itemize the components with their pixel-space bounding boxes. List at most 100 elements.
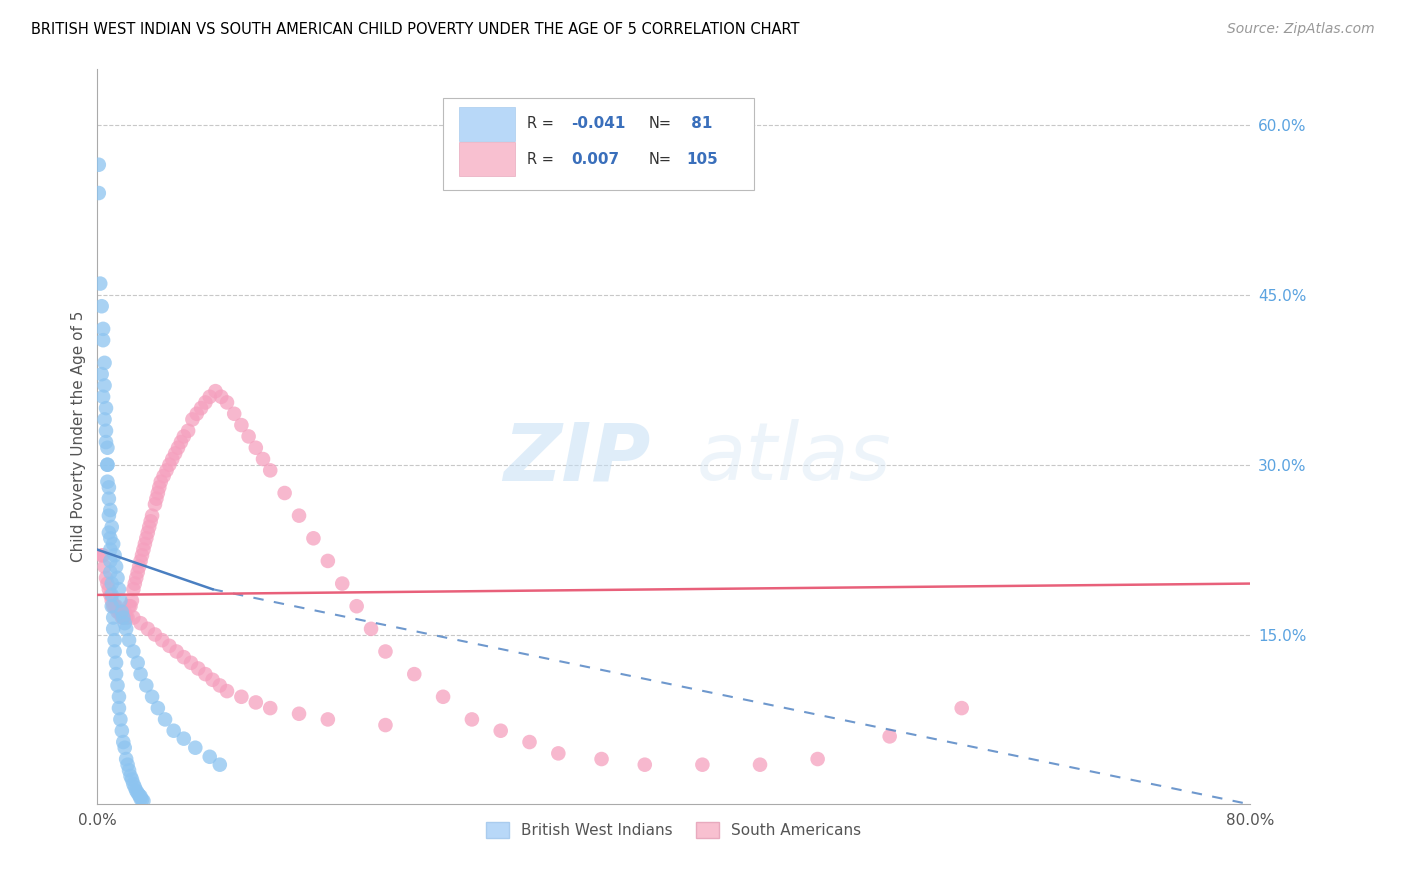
Point [118, 764, 141, 778]
Point [128, 789, 150, 803]
Point [173, 650, 195, 665]
Point [118, 633, 141, 648]
Point [103, 599, 125, 614]
Text: 81: 81 [686, 116, 713, 131]
Point [519, 735, 541, 749]
Point [107, 605, 129, 619]
Point [91, 333, 114, 347]
Point [136, 525, 159, 540]
Point [132, 794, 155, 808]
Point [104, 633, 127, 648]
Point [145, 491, 167, 506]
Point [173, 731, 195, 746]
Point [104, 599, 127, 614]
Point [97, 491, 120, 506]
Point [131, 549, 153, 563]
Point [124, 780, 146, 795]
Text: BRITISH WEST INDIAN VS SOUTH AMERICAN CHILD POVERTY UNDER THE AGE OF 5 CORRELATI: BRITISH WEST INDIAN VS SOUTH AMERICAN CH… [31, 22, 800, 37]
Text: -0.041: -0.041 [571, 116, 626, 131]
Point [591, 752, 613, 766]
Point [91, 549, 114, 563]
Point [547, 747, 569, 761]
Point [148, 480, 170, 494]
Point [152, 469, 174, 483]
Point [100, 588, 122, 602]
Point [97, 480, 120, 494]
Point [302, 531, 325, 545]
Point [110, 605, 132, 619]
Point [141, 508, 163, 523]
Point [111, 605, 134, 619]
Point [135, 531, 157, 545]
Point [215, 684, 238, 698]
Point [87, 158, 110, 172]
Point [97, 582, 120, 597]
Point [432, 690, 454, 704]
Y-axis label: Child Poverty Under the Age of 5: Child Poverty Under the Age of 5 [72, 310, 86, 562]
Point [127, 786, 149, 800]
FancyBboxPatch shape [443, 98, 754, 190]
Point [139, 514, 162, 528]
Point [198, 390, 221, 404]
Point [180, 656, 202, 670]
Point [100, 520, 122, 534]
Point [252, 452, 274, 467]
Point [98, 531, 121, 545]
Point [112, 610, 135, 624]
Point [96, 441, 118, 455]
Point [749, 757, 772, 772]
Point [131, 793, 153, 807]
Point [201, 673, 224, 687]
Point [807, 752, 830, 766]
Point [879, 730, 901, 744]
Point [134, 537, 156, 551]
Point [100, 593, 122, 607]
Point [360, 622, 382, 636]
Point [184, 740, 207, 755]
Point [143, 497, 166, 511]
Point [149, 475, 172, 489]
Point [374, 644, 396, 658]
Text: N=: N= [648, 152, 671, 167]
Point [208, 757, 231, 772]
Point [103, 537, 125, 551]
Point [129, 667, 152, 681]
Point [105, 656, 128, 670]
Point [208, 678, 231, 692]
Point [112, 735, 135, 749]
Point [118, 599, 141, 614]
Point [950, 701, 973, 715]
Text: 105: 105 [686, 152, 718, 167]
Point [120, 769, 142, 783]
Point [93, 412, 115, 426]
Point [129, 789, 152, 804]
Text: ZIP: ZIP [503, 419, 651, 498]
Point [186, 407, 208, 421]
Point [91, 390, 114, 404]
Point [96, 458, 118, 472]
Text: R =: R = [527, 152, 558, 167]
Point [489, 723, 512, 738]
Point [209, 390, 232, 404]
Point [107, 678, 129, 692]
Text: 0.007: 0.007 [571, 152, 619, 167]
Point [155, 463, 177, 477]
Point [259, 463, 281, 477]
Point [112, 610, 135, 624]
Point [346, 599, 368, 614]
Text: Source: ZipAtlas.com: Source: ZipAtlas.com [1227, 22, 1375, 37]
Point [181, 412, 204, 426]
Point [231, 690, 253, 704]
Point [146, 486, 169, 500]
Point [94, 435, 117, 450]
Point [96, 458, 118, 472]
Point [374, 718, 396, 732]
Point [110, 713, 132, 727]
Point [231, 418, 253, 433]
Point [117, 610, 139, 624]
Point [190, 401, 212, 416]
Point [194, 667, 217, 681]
Point [120, 599, 142, 614]
Point [330, 576, 353, 591]
Point [245, 441, 267, 455]
